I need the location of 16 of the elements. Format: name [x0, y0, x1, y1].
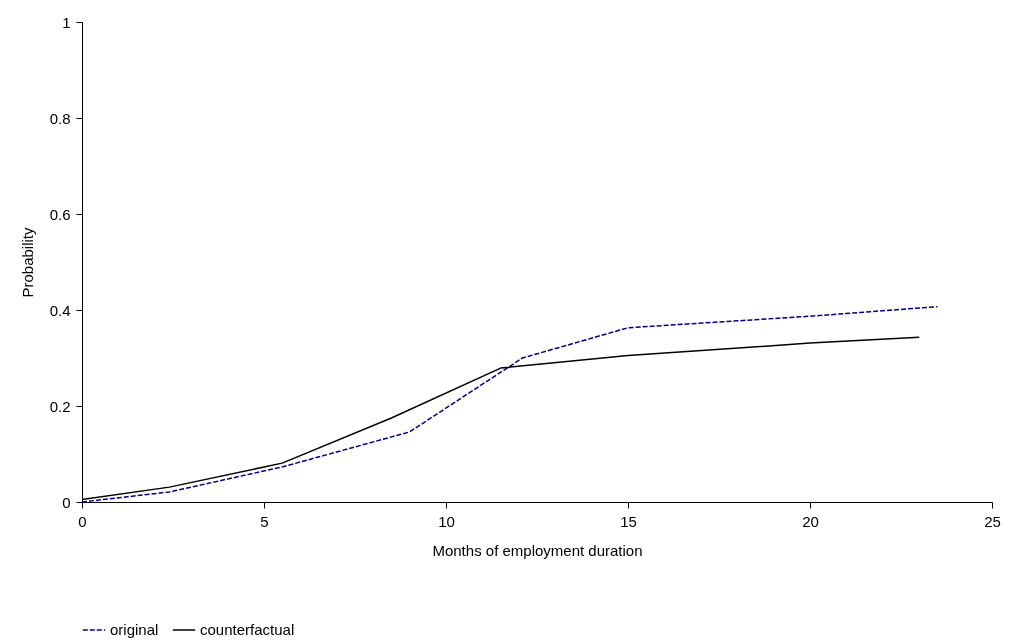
x-tick-label: 0 — [78, 512, 87, 530]
y-tick-label: 0.4 — [49, 301, 71, 319]
y-axis-title: Probability — [18, 226, 36, 298]
legend-label: original — [110, 621, 159, 638]
y-tick-label: 0.6 — [49, 205, 71, 223]
x-tick-label: 20 — [802, 512, 819, 530]
x-tick-label: 10 — [438, 512, 455, 530]
x-tick-label: 5 — [260, 512, 269, 530]
y-tick-label: 0.8 — [49, 109, 71, 127]
x-axis-title: Months of employment duration — [432, 541, 643, 559]
x-tick-label: 15 — [620, 512, 637, 530]
y-tick-label: 0 — [62, 493, 71, 511]
legend-label: counterfactual — [200, 621, 295, 638]
y-tick-label: 1 — [62, 13, 71, 31]
x-tick-label: 25 — [984, 512, 1001, 530]
y-tick-label: 0.2 — [49, 397, 71, 415]
